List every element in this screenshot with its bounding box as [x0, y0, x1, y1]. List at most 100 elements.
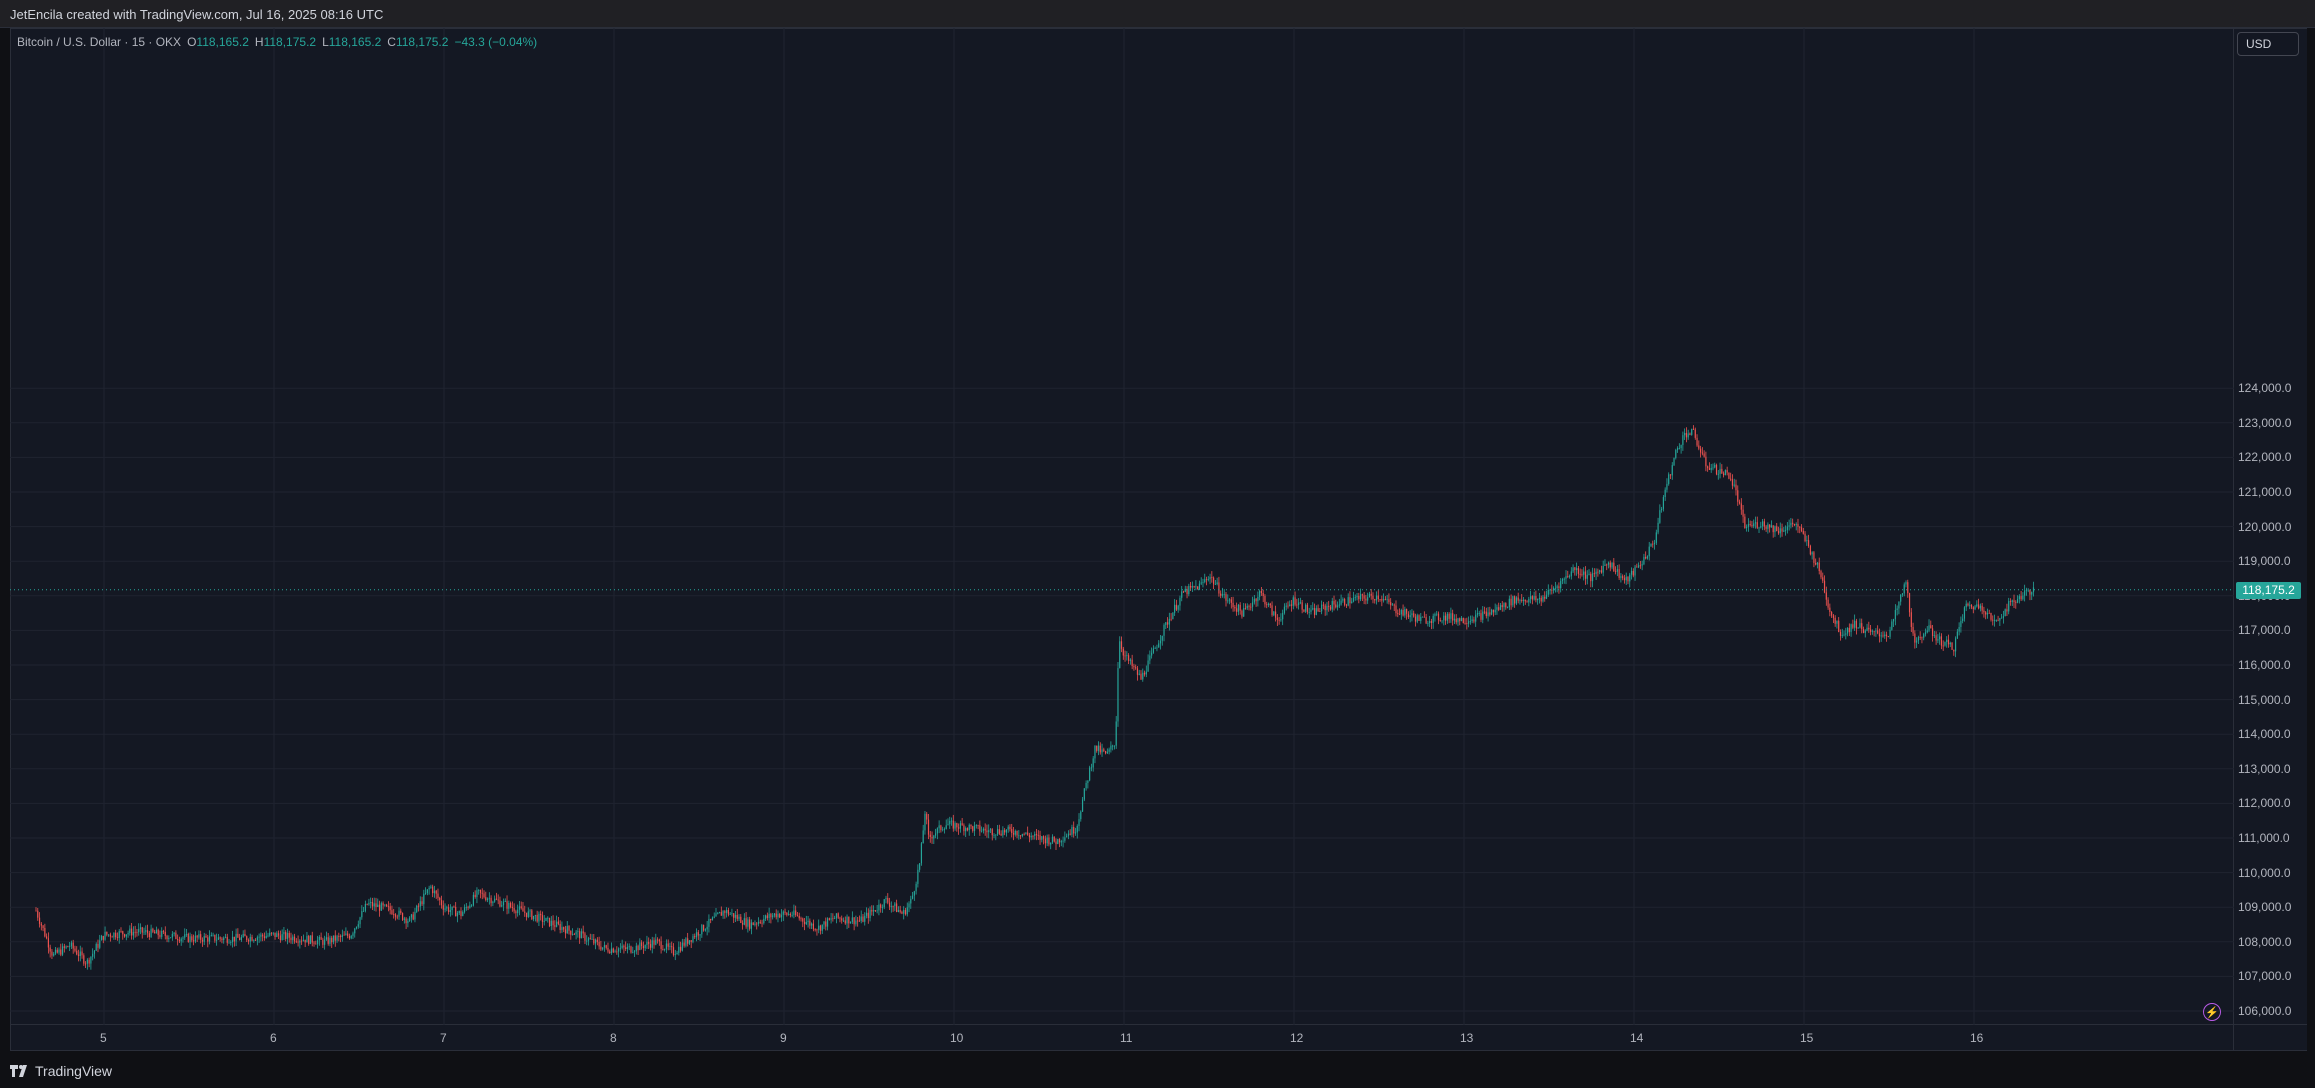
candle-body [258, 936, 260, 938]
candle-body [1843, 634, 1845, 636]
price-axis[interactable] [2234, 28, 2307, 1025]
candle-body [1993, 620, 1996, 621]
candle-body [1744, 516, 1746, 529]
candle-body [407, 921, 409, 924]
candle-body [708, 918, 710, 927]
candle-body [1473, 619, 1475, 622]
candle-body [1023, 833, 1025, 835]
candle-body [729, 913, 731, 915]
candle-body [1487, 612, 1489, 617]
candle-body [575, 931, 577, 935]
candle-body [1131, 659, 1133, 667]
candle-body [711, 917, 714, 921]
candle-body [1797, 524, 1799, 527]
candle-body [917, 869, 919, 884]
candle-body [1202, 581, 1204, 583]
candle-body [292, 936, 294, 941]
legend-open-value: 118,165.2 [196, 35, 249, 49]
candle-body [1418, 615, 1420, 621]
candle-body [1627, 576, 1629, 582]
candle-body [306, 936, 308, 943]
candle-body [750, 922, 753, 929]
candle-body [46, 936, 48, 939]
candle-body [1179, 597, 1181, 606]
candle-body [1177, 605, 1179, 610]
candle-body [559, 923, 561, 930]
candle-body [1149, 655, 1151, 661]
candle-body [811, 923, 813, 926]
time-axis[interactable] [10, 1025, 2234, 1051]
candle-body [1145, 671, 1147, 675]
candle-body [1751, 525, 1753, 527]
candle-body [247, 939, 250, 942]
candle-body [267, 935, 269, 937]
candle-body [757, 921, 760, 924]
candle-body [479, 889, 482, 893]
candle-body [398, 910, 400, 917]
candle-body [1979, 605, 1981, 609]
candle-body [69, 946, 71, 948]
candle-body [633, 951, 636, 953]
candle-body [1259, 591, 1261, 597]
legend-high-label: H [254, 35, 264, 49]
candle-body [490, 897, 492, 904]
candle-body [1005, 829, 1008, 833]
candle-body [922, 830, 924, 844]
candle-body [821, 924, 823, 931]
legend-symbol[interactable]: Bitcoin / U.S. Dollar · 15 · OKX [17, 35, 182, 49]
candle-body [1882, 635, 1884, 637]
candle-body [1528, 598, 1530, 603]
candle-body [1517, 597, 1519, 601]
candle-body [860, 916, 862, 921]
candle-body [1967, 603, 1969, 606]
candle-body [529, 910, 531, 912]
candle-body [1629, 574, 1631, 582]
candle-body [609, 951, 611, 954]
candle-body [1737, 490, 1739, 502]
candle-body [465, 907, 467, 909]
candle-body [322, 939, 324, 945]
candle-body [949, 820, 951, 825]
currency-button[interactable]: USD [2237, 32, 2299, 56]
candle-body [371, 902, 374, 907]
candle-body [1058, 839, 1061, 843]
candle-body [1480, 613, 1482, 620]
candle-body [1388, 599, 1390, 603]
candle-body [1611, 562, 1613, 568]
candle-body [1104, 750, 1107, 754]
candle-body [1138, 673, 1140, 675]
candle-body [260, 934, 262, 937]
candle-body [77, 954, 80, 956]
candle-body [655, 939, 657, 945]
candle-body [143, 931, 145, 933]
candle-body [589, 938, 591, 940]
candle-body [1390, 602, 1392, 606]
candle-body [1738, 501, 1741, 504]
candle-body [791, 915, 793, 916]
candle-body [1687, 433, 1689, 438]
candle-body [1689, 433, 1691, 435]
candle-body [2013, 600, 2015, 602]
candle-body [704, 929, 706, 931]
candle-body [1673, 457, 1675, 466]
candle-body [99, 940, 101, 948]
candle-body [1299, 602, 1301, 604]
candle-body [669, 946, 671, 947]
candle-body [332, 935, 335, 943]
tradingview-brand[interactable]: TradingView [10, 1063, 112, 1079]
candle-body [1459, 618, 1461, 622]
candle-body [862, 916, 864, 922]
candlestick-chart[interactable] [10, 28, 2234, 1025]
flash-icon[interactable]: ⚡ [2203, 1003, 2221, 1021]
candle-body [736, 914, 738, 919]
candle-body [474, 894, 476, 898]
candle-body [1983, 610, 1985, 613]
candle-body [1804, 533, 1806, 542]
candle-body [1942, 645, 1944, 647]
candle-body [504, 901, 506, 902]
candle-body [2020, 596, 2022, 600]
candle-body [855, 920, 857, 925]
candle-body [1614, 571, 1617, 573]
candle-body [350, 935, 352, 939]
candle-body [1460, 617, 1463, 622]
